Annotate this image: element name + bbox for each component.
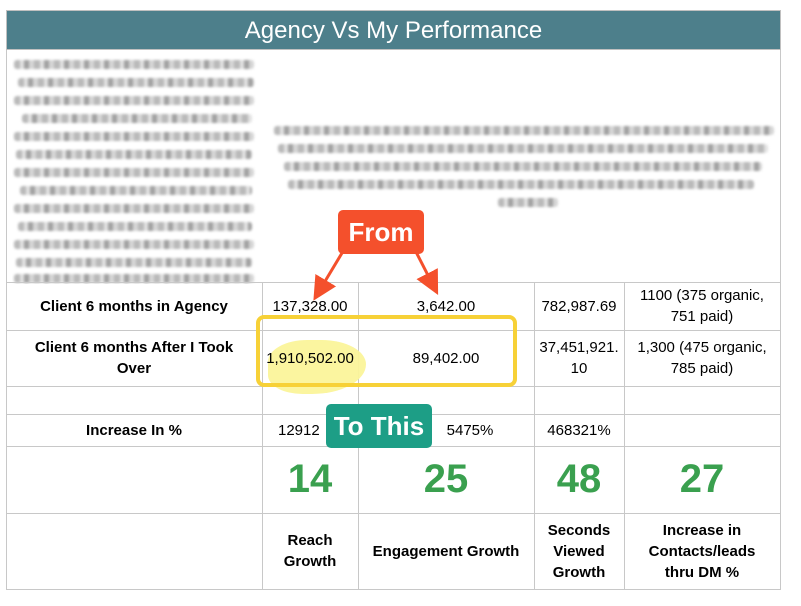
agency-engagement: 3,642.00 bbox=[416, 297, 476, 315]
highlight-box bbox=[256, 315, 517, 387]
row-label-agency: Client 6 months in Agency bbox=[40, 297, 228, 315]
agency-reach: 137,328.00 bbox=[272, 297, 348, 315]
after-reach: 1,910,502.00 bbox=[266, 349, 354, 367]
big-number-engagement: 25 bbox=[423, 457, 469, 501]
row-label-increase: Increase In % bbox=[86, 421, 182, 439]
from-badge: From bbox=[338, 210, 424, 254]
increase-seconds: 468321% bbox=[547, 421, 611, 439]
redacted-text-right bbox=[268, 120, 778, 220]
after-seconds: 37,451,921.10 bbox=[539, 339, 619, 377]
label-seconds-growth: Seconds Viewed Growth bbox=[547, 521, 611, 581]
after-engagement: 89,402.00 bbox=[412, 349, 480, 367]
after-contacts: 1,300 (475 organic, 785 paid) bbox=[637, 339, 767, 377]
big-number-contacts: 27 bbox=[679, 457, 725, 501]
agency-contacts: 1100 (375 organic, 751 paid) bbox=[640, 287, 764, 325]
redacted-text-left bbox=[12, 54, 260, 284]
label-engagement-growth: Engagement Growth bbox=[372, 542, 520, 560]
increase-reach: 12912 bbox=[278, 421, 320, 439]
big-number-seconds: 48 bbox=[556, 457, 602, 501]
big-number-reach: 14 bbox=[287, 457, 333, 501]
label-contacts-growth: Increase in Contacts/leads thru DM % bbox=[648, 521, 756, 581]
label-reach-growth: Reach Growth bbox=[283, 532, 337, 570]
row-label-after: Client 6 months After I Took Over bbox=[34, 339, 234, 377]
spreadsheet: Agency Vs My Performance Client 6 months… bbox=[6, 10, 781, 590]
agency-seconds: 782,987.69 bbox=[541, 297, 617, 315]
sheet-title: Agency Vs My Performance bbox=[6, 10, 781, 50]
increase-engagement: 5475% bbox=[446, 421, 494, 439]
to-this-badge: To This bbox=[326, 404, 432, 448]
